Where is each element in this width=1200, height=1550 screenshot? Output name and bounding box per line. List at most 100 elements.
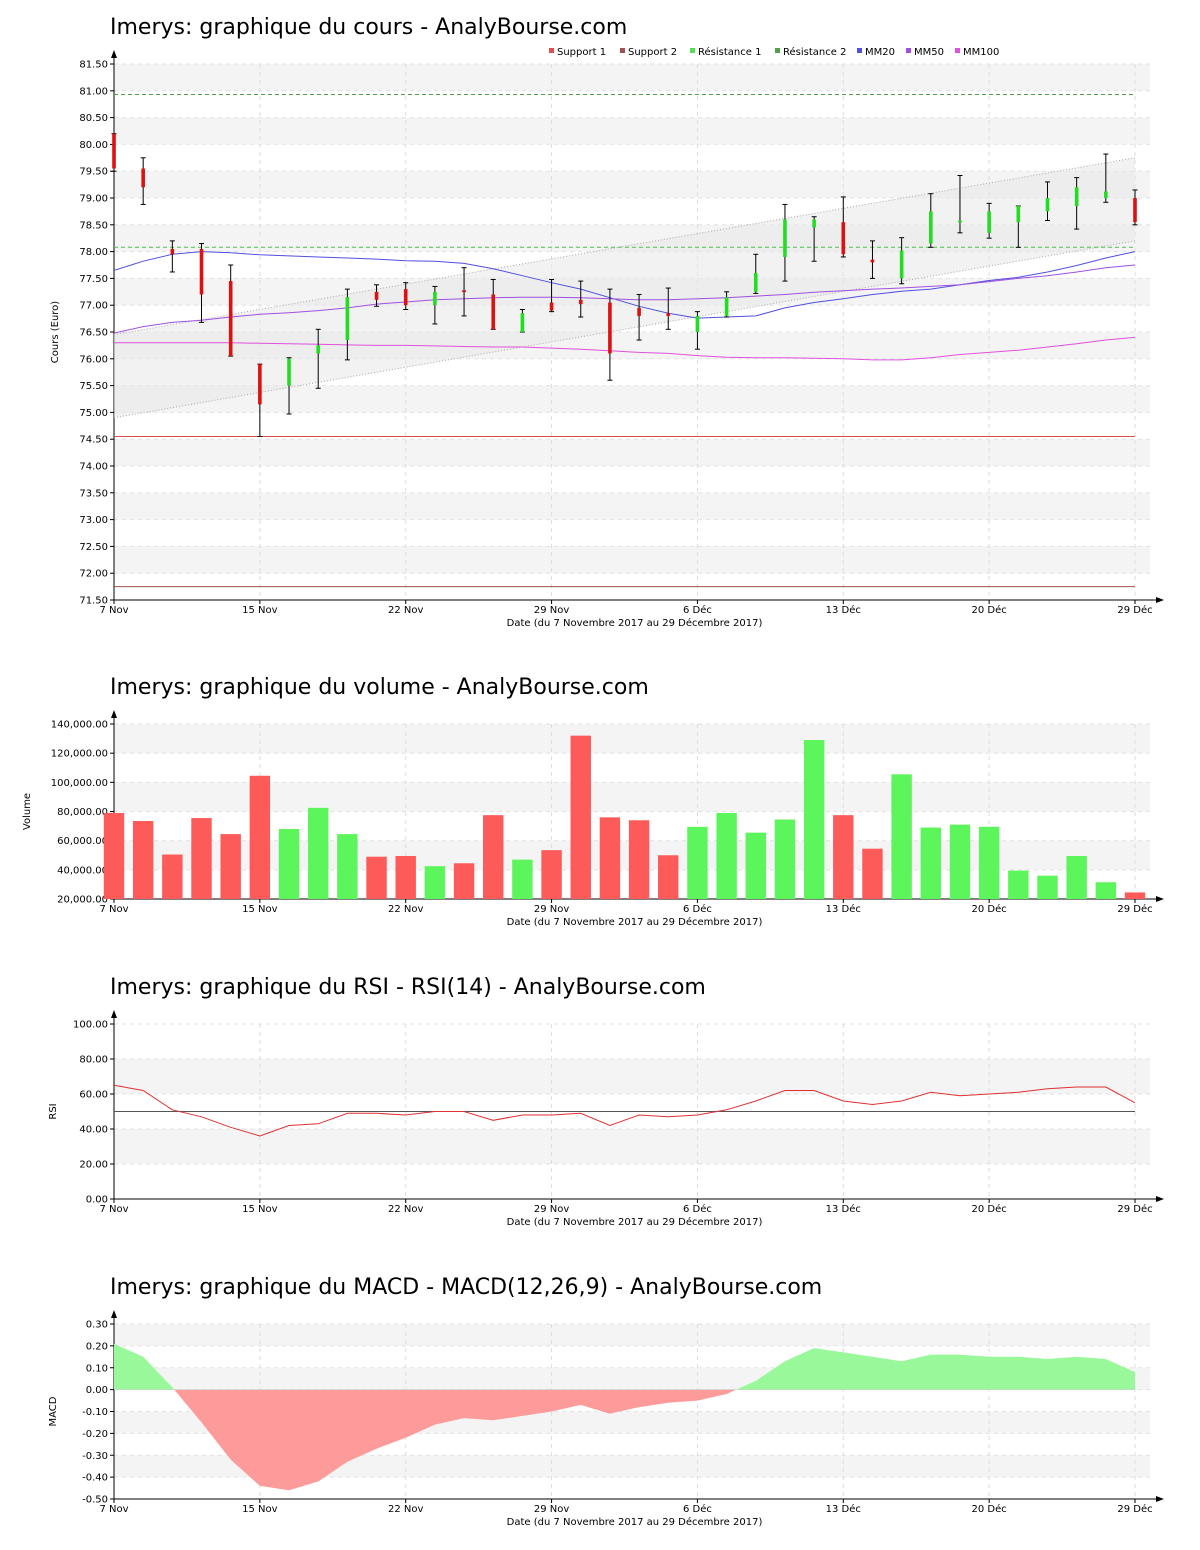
- x-tick-label: 7 Nov: [99, 605, 128, 616]
- candle: [753, 253, 759, 294]
- grid-band: [114, 1129, 1150, 1164]
- volume-bar: [1066, 855, 1087, 899]
- candle: [694, 311, 700, 350]
- candle: [1132, 189, 1138, 226]
- chart-1: Imerys: graphique du volume - AnalyBours…: [22, 675, 1164, 928]
- volume-bar: [307, 807, 329, 899]
- volume-bar: [862, 848, 883, 899]
- x-tick-label: 20 Déc: [972, 604, 1007, 616]
- volume-bar: [191, 818, 212, 899]
- candle: [374, 284, 380, 307]
- grid-band: [114, 1059, 1150, 1094]
- y-tick-label: 80.50: [79, 113, 108, 124]
- volume-bar: [541, 850, 562, 899]
- legend-entry: Support 1: [557, 47, 606, 58]
- x-tick-label: 15 Nov: [242, 1204, 278, 1215]
- candle-body: [987, 211, 991, 233]
- legend-entry: Support 2: [628, 47, 677, 58]
- y-axis-arrow: [111, 1010, 117, 1018]
- x-tick-label: 7 Nov: [99, 1504, 128, 1515]
- candle: [957, 174, 963, 234]
- candle: [578, 280, 584, 318]
- y-axis-arrow: [111, 710, 117, 718]
- candle-body: [549, 302, 554, 311]
- legend-swatch: [690, 48, 695, 53]
- candle: [607, 288, 613, 381]
- volume-bar: [453, 863, 475, 899]
- volume-bar: [1008, 870, 1029, 899]
- y-tick-label: 100,000.00: [51, 778, 108, 789]
- x-tick-label: 29 Déc: [1117, 1203, 1152, 1215]
- y-axis-arrow: [111, 50, 117, 58]
- candle-body: [1045, 198, 1050, 212]
- macd-area-positive: [114, 1343, 175, 1390]
- volume-bar: [483, 815, 504, 899]
- candle-body: [578, 299, 583, 305]
- y-tick-label: 0.00: [86, 1195, 108, 1206]
- candle: [1015, 205, 1021, 248]
- y-tick-label: 78.00: [79, 247, 108, 258]
- volume-bar: [162, 854, 183, 899]
- y-axis-arrow: [111, 1310, 117, 1318]
- x-axis-label: Date (du 7 Novembre 2017 au 29 Décembre …: [507, 1516, 763, 1528]
- candle: [344, 288, 350, 361]
- volume-bar: [249, 775, 271, 899]
- volume-bar: [103, 812, 125, 899]
- x-tick-label: 29 Nov: [534, 605, 570, 616]
- grid-band: [114, 64, 1150, 91]
- x-tick-label: 29 Déc: [1117, 604, 1152, 616]
- y-tick-label: 60.00: [79, 1090, 108, 1101]
- candle-body: [841, 222, 846, 255]
- candle: [636, 293, 642, 341]
- legend-entry: Résistance 2: [783, 46, 846, 58]
- x-axis-label: Date (du 7 Novembre 2017 au 29 Décembre …: [507, 1216, 763, 1228]
- volume-bar: [949, 824, 971, 899]
- legend-swatch: [906, 48, 911, 53]
- candle: [111, 133, 117, 172]
- candle: [665, 287, 671, 330]
- y-tick-label: 80.00: [79, 140, 108, 151]
- legend-entry: Résistance 1: [698, 46, 761, 58]
- candle: [228, 264, 234, 357]
- y-tick-label: 78.50: [79, 220, 108, 231]
- candle-body: [753, 273, 758, 292]
- legend-entry: MM50: [914, 47, 944, 58]
- y-tick-label: 72.00: [79, 569, 108, 580]
- candle-body: [1133, 198, 1137, 223]
- volume-bar: [1124, 892, 1146, 899]
- x-tick-label: 15 Nov: [242, 1504, 278, 1515]
- legend: Support 1 Support 2 Résistance 1 Résistance…: [549, 46, 999, 58]
- volume-bar: [774, 819, 796, 899]
- volume-bar: [628, 820, 650, 899]
- y-tick-label: 79.50: [79, 167, 108, 178]
- grid-band: [114, 117, 1150, 145]
- candle: [724, 291, 730, 318]
- y-tick-label: -0.40: [82, 1473, 108, 1484]
- y-axis-label: MACD: [48, 1396, 59, 1426]
- candle-body: [403, 289, 408, 306]
- x-axis-label: Date (du 7 Novembre 2017 au 29 Décembre …: [507, 916, 763, 928]
- y-tick-label: 75.50: [79, 381, 108, 392]
- y-tick-label: 75.00: [79, 408, 108, 419]
- candle-body: [899, 250, 904, 279]
- x-tick-label: 22 Nov: [388, 1504, 424, 1515]
- candle: [432, 285, 438, 325]
- candle-body: [695, 315, 700, 332]
- x-tick-label: 6 Déc: [683, 1503, 712, 1515]
- x-tick-label: 13 Déc: [826, 1203, 861, 1215]
- grid-band: [114, 1324, 1150, 1346]
- y-axis-label: Cours (Euro): [50, 301, 61, 364]
- candle: [928, 193, 934, 248]
- candle: [169, 240, 175, 273]
- trend-channel: [114, 157, 1135, 418]
- y-tick-label: 73.00: [79, 515, 108, 526]
- grid-band: [114, 439, 1150, 466]
- legend-swatch: [620, 48, 625, 53]
- candle: [461, 267, 467, 317]
- candle-body: [141, 168, 145, 188]
- candle: [403, 282, 409, 310]
- series-mm50: [113, 264, 1136, 334]
- x-tick-label: 22 Nov: [388, 904, 424, 915]
- volume-bar: [1095, 882, 1117, 899]
